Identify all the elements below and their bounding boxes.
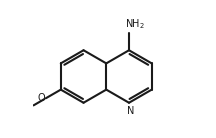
Text: N: N [127, 107, 134, 116]
Text: O: O [37, 93, 45, 103]
Text: NH$_2$: NH$_2$ [125, 18, 145, 31]
